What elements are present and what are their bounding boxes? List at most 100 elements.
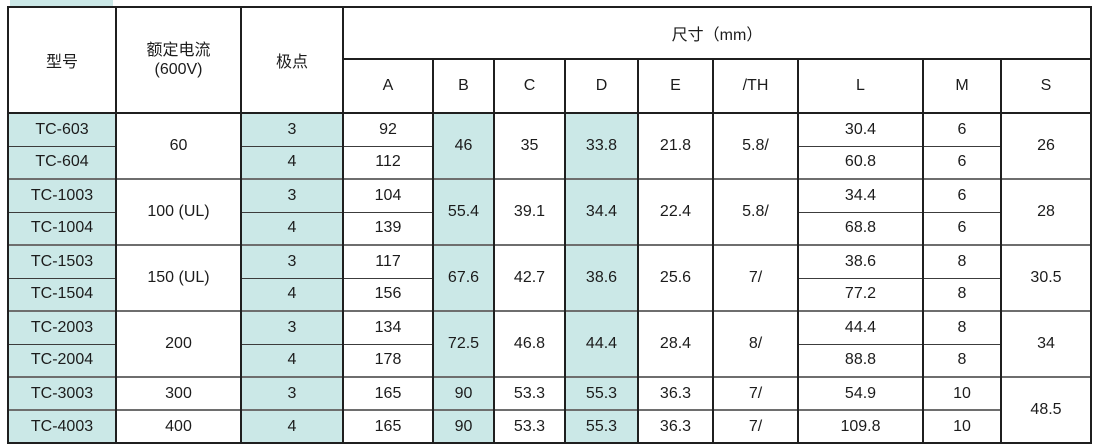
- col-header-th: /TH: [712, 58, 799, 114]
- dim-a-cell: 117: [342, 244, 434, 279]
- poles-cell: 3: [240, 310, 344, 345]
- dim-l-cell: 54.9: [797, 376, 924, 411]
- table-row-tc-3003: TC-3003 300 3 165 90 53.3 55.3 36.3 7/ 5…: [7, 376, 1092, 444]
- col-header-l: L: [797, 58, 924, 114]
- dim-a-cell: 178: [342, 343, 434, 378]
- col-header-current: 额定电流 (600V): [115, 6, 242, 114]
- dim-c-cell: 46.8: [493, 310, 566, 378]
- dim-m-cell: 8: [922, 310, 1002, 345]
- poles-cell: 4: [240, 211, 344, 246]
- col-header-a: A: [342, 58, 434, 114]
- model-cell: TC-1004: [7, 211, 117, 246]
- poles-cell: 3: [240, 112, 344, 147]
- table-header: 型号 额定电流 (600V) 极点 尺寸（mm） A B C D E /TH L…: [7, 6, 1092, 114]
- dim-th-cell: 7/: [712, 244, 799, 312]
- table-row-tc-1003: TC-1003 100 (UL) 3 104 55.4 39.1 34.4 22…: [7, 178, 1092, 246]
- dim-c-cell: 53.3: [493, 409, 566, 444]
- model-cell: TC-1503: [7, 244, 117, 279]
- dim-m-cell: 8: [922, 244, 1002, 279]
- dim-m-cell: 8: [922, 277, 1002, 312]
- dim-e-cell: 22.4: [637, 178, 714, 246]
- table-row-tc-1503: TC-1503 150 (UL) 3 117 67.6 42.7 38.6 25…: [7, 244, 1092, 312]
- dim-s-cell: 28: [1000, 178, 1092, 246]
- dim-l-cell: 68.8: [797, 211, 924, 246]
- col-header-dimensions: 尺寸（mm）: [342, 6, 1092, 60]
- table-row-tc-2003: TC-2003 200 3 134 72.5 46.8 44.4 28.4 8/…: [7, 310, 1092, 378]
- dim-a-cell: 104: [342, 178, 434, 213]
- dim-a-cell: 156: [342, 277, 434, 312]
- model-cell: TC-1003: [7, 178, 117, 213]
- col-header-m: M: [922, 58, 1002, 114]
- dim-c-cell: 42.7: [493, 244, 566, 312]
- dim-a-cell: 165: [342, 409, 434, 444]
- col-header-d: D: [564, 58, 639, 114]
- table-row-tc-603: TC-603 60 3 92 46 35 33.8 21.8 5.8/ 30.4…: [7, 112, 1092, 180]
- dim-b-cell: 90: [432, 376, 495, 411]
- dim-c-cell: 39.1: [493, 178, 566, 246]
- current-cell: 100 (UL): [115, 178, 242, 246]
- dim-s-cell: 34: [1000, 310, 1092, 378]
- dim-d-cell: 55.3: [564, 409, 639, 444]
- poles-cell: 4: [240, 409, 344, 444]
- dim-s-cell: 30.5: [1000, 244, 1092, 312]
- col-header-c: C: [493, 58, 566, 114]
- dim-d-cell: 33.8: [564, 112, 639, 180]
- dim-s-cell: 26: [1000, 112, 1092, 180]
- poles-cell: 3: [240, 178, 344, 213]
- dim-d-cell: 38.6: [564, 244, 639, 312]
- dim-d-cell: 34.4: [564, 178, 639, 246]
- col-header-s: S: [1000, 58, 1092, 114]
- dim-m-cell: 10: [922, 376, 1002, 411]
- dim-l-cell: 109.8: [797, 409, 924, 444]
- dim-b-cell: 72.5: [432, 310, 495, 378]
- poles-cell: 4: [240, 145, 344, 180]
- poles-cell: 3: [240, 376, 344, 411]
- model-cell: TC-604: [7, 145, 117, 180]
- poles-cell: 3: [240, 244, 344, 279]
- col-header-model: 型号: [7, 6, 117, 114]
- model-cell: TC-2004: [7, 343, 117, 378]
- dim-b-cell: 90: [432, 409, 495, 444]
- dim-e-cell: 36.3: [637, 376, 714, 411]
- header-row-1: 型号 额定电流 (600V) 极点 尺寸（mm）: [7, 6, 1092, 114]
- poles-cell: 4: [240, 343, 344, 378]
- spec-table: 型号 额定电流 (600V) 极点 尺寸（mm） A B C D E /TH L…: [7, 6, 1092, 444]
- current-cell: 200: [115, 310, 242, 378]
- dim-c-cell: 53.3: [493, 376, 566, 411]
- dim-th-cell: 5.8/: [712, 178, 799, 246]
- dim-a-cell: 165: [342, 376, 434, 411]
- col-header-poles: 极点: [240, 6, 344, 114]
- dim-m-cell: 8: [922, 343, 1002, 378]
- dim-e-cell: 25.6: [637, 244, 714, 312]
- dim-th-cell: 8/: [712, 310, 799, 378]
- dim-a-cell: 92: [342, 112, 434, 147]
- dim-l-cell: 77.2: [797, 277, 924, 312]
- model-cell: TC-4003: [7, 409, 117, 444]
- current-cell: 150 (UL): [115, 244, 242, 312]
- dim-l-cell: 30.4: [797, 112, 924, 147]
- current-header-line1: 额定电流: [146, 42, 211, 59]
- table-row-tc-604: TC-604 4 112 60.8 6: [7, 145, 1091, 180]
- dim-m-cell: 6: [922, 211, 1002, 246]
- dim-th-cell: 7/: [712, 409, 799, 444]
- model-cell: TC-2003: [7, 310, 117, 345]
- header-row-2: A B C D E /TH L M S: [8, 58, 1092, 114]
- dim-e-cell: 28.4: [637, 310, 714, 378]
- dim-m-cell: 6: [922, 178, 1002, 213]
- dim-d-cell: 44.4: [564, 310, 639, 378]
- model-cell: TC-603: [7, 112, 117, 147]
- dim-l-cell: 44.4: [797, 310, 924, 345]
- current-cell: 400: [115, 409, 242, 444]
- current-cell: 60: [115, 112, 242, 180]
- model-cell: TC-1504: [7, 277, 117, 312]
- dim-th-cell: 7/: [712, 376, 799, 411]
- current-header-line2: (600V): [154, 61, 203, 78]
- dim-a-cell: 112: [342, 145, 434, 180]
- dim-a-cell: 139: [342, 211, 434, 246]
- dim-m-cell: 10: [922, 409, 1002, 444]
- col-header-e: E: [637, 58, 714, 114]
- dim-b-cell: 46: [432, 112, 495, 180]
- current-cell: 300: [115, 376, 242, 411]
- dim-b-cell: 55.4: [432, 178, 495, 246]
